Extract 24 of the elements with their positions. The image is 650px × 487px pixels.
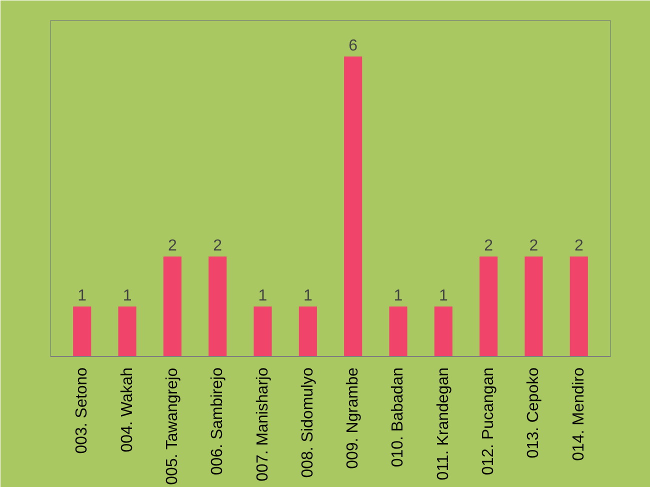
x-tick-label: 012. Pucangan bbox=[480, 367, 498, 476]
data-label: 2 bbox=[574, 238, 584, 254]
data-label: 1 bbox=[258, 288, 268, 304]
data-label: 2 bbox=[484, 238, 494, 254]
data-label: 1 bbox=[438, 288, 448, 304]
data-label: 2 bbox=[213, 238, 222, 254]
x-tick-label: 007. Manisharjo bbox=[254, 367, 272, 482]
data-label: 1 bbox=[122, 288, 132, 304]
data-label: 1 bbox=[78, 288, 87, 304]
x-tick-label: 011. Krandegan bbox=[434, 368, 452, 480]
data-label: 1 bbox=[303, 288, 312, 304]
data-label: 6 bbox=[348, 38, 358, 54]
x-tick-label: 003. Setono bbox=[74, 367, 91, 454]
x-tick-label: 005. Tawangrejo bbox=[164, 368, 181, 485]
data-label: 2 bbox=[168, 238, 177, 254]
x-tick-label: 006. Sambirejo bbox=[209, 367, 226, 476]
data-label: 2 bbox=[529, 238, 538, 254]
x-tick-label: 013. Cepoko bbox=[525, 367, 542, 458]
data-label: 1 bbox=[394, 288, 403, 304]
x-tick-label: 009. Ngrambe bbox=[344, 367, 362, 469]
x-tick-label: 004. Wakah bbox=[118, 367, 136, 452]
x-tick-label: 014. Mendiro bbox=[570, 367, 588, 461]
x-tick-label: 010. Babadan bbox=[390, 367, 407, 468]
x-tick-label: 008. Sidomulyo bbox=[299, 367, 316, 478]
